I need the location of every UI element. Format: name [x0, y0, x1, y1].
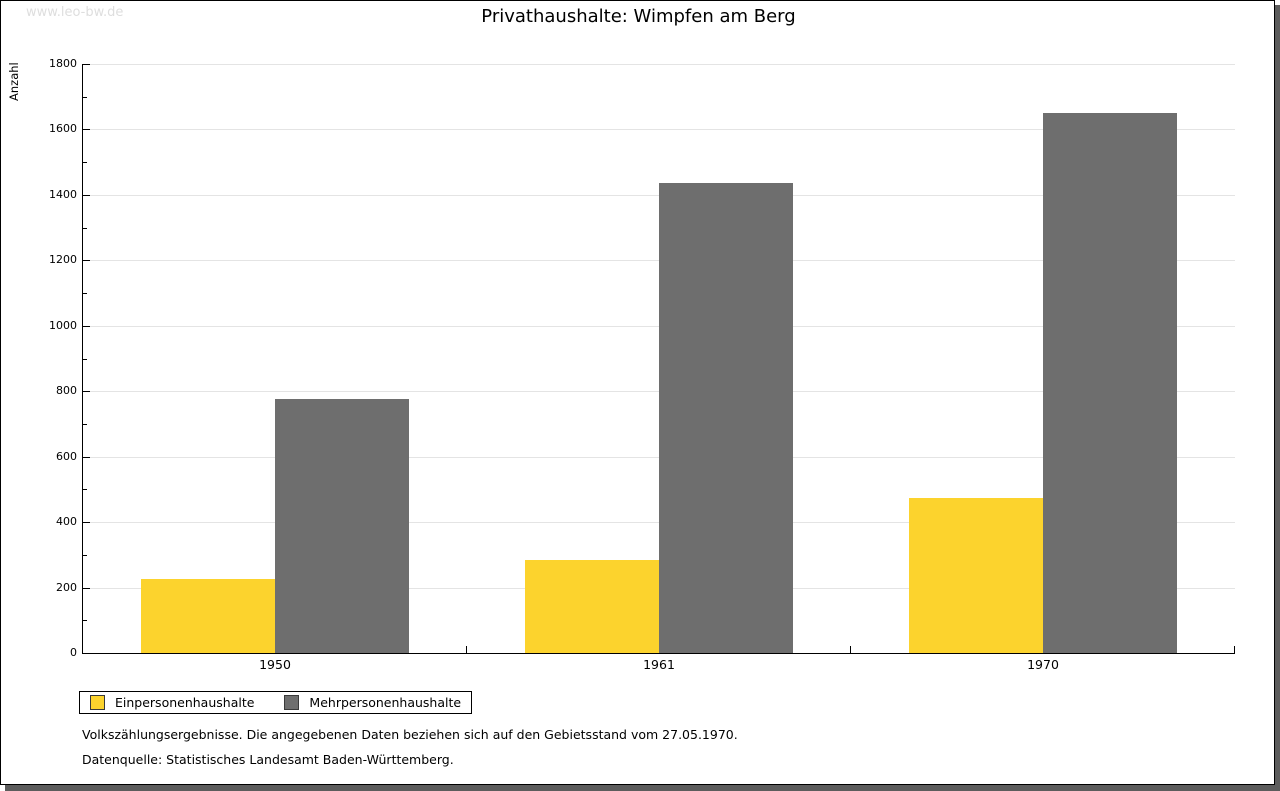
chart-title: Privathaushalte: Wimpfen am Berg [481, 6, 796, 27]
bar-einpersonenhaushalte-1970 [909, 497, 1043, 653]
y-tick-label-400: 400 [56, 515, 77, 529]
y-axis-label: Anzahl [7, 62, 21, 101]
legend: Einpersonenhaushalte Mehrpersonenhaushalt… [79, 691, 473, 714]
y-minor-tick-1700 [83, 96, 87, 98]
y-tick-label-1600: 1600 [49, 122, 77, 136]
y-minor-tick-1300 [83, 227, 87, 229]
y-tick-label-600: 600 [56, 449, 77, 463]
y-tick-1200 [83, 260, 90, 262]
bar-mehrpersonenhaushalte-1970 [1043, 113, 1177, 653]
y-minor-tick-500 [83, 489, 87, 491]
plot-area: 0 200 400 600 800 1000 1200 1400 1600 1800 1950 196… [49, 57, 1235, 672]
legend-item-einpersonenhaushalte: Einpersonenhaushalte [90, 695, 254, 710]
footnote-data-source: Datenquelle: Statistisches Landesamt Bad… [82, 752, 454, 767]
legend-item-mehrpersonenhaushalte: Mehrpersonenhaushalte [284, 695, 461, 710]
bar-einpersonenhaushalte-1950 [141, 579, 275, 653]
y-tick-label-1400: 1400 [49, 187, 77, 201]
drop-shadow-right [1275, 5, 1280, 791]
y-tick-label-200: 200 [56, 580, 77, 594]
bar-mehrpersonenhaushalte-1961 [659, 183, 793, 653]
x-tick-label-1961: 1961 [643, 657, 675, 672]
x-tick-label-1950: 1950 [259, 657, 291, 672]
y-minor-tick-700 [83, 423, 87, 425]
y-minor-tick-100 [83, 620, 87, 622]
y-tick-800 [83, 391, 90, 393]
gridline-y-1600 [83, 129, 1235, 131]
legend-swatch-mehrpersonenhaushalte [284, 695, 300, 710]
drop-shadow-bottom [5, 785, 1280, 791]
bar-mehrpersonenhaushalte-1950 [275, 399, 409, 653]
y-tick-200 [83, 587, 90, 589]
y-minor-tick-900 [83, 358, 87, 360]
x-tick-1 [466, 646, 467, 653]
y-minor-tick-1100 [83, 293, 87, 295]
gridline-y-1800 [83, 64, 1235, 65]
legend-label: Mehrpersonenhaushalte [309, 695, 462, 710]
y-tick-1600 [83, 129, 90, 131]
y-minor-tick-300 [83, 554, 87, 556]
x-tick-3 [1234, 646, 1235, 653]
y-tick-400 [83, 522, 90, 524]
y-tick-0 [83, 653, 90, 654]
y-tick-label-1200: 1200 [49, 253, 77, 267]
y-tick-1800 [83, 64, 90, 65]
y-tick-1400 [83, 194, 90, 196]
legend-swatch-einpersonenhaushalte [90, 695, 105, 710]
y-tick-label-1800: 1800 [49, 57, 77, 70]
watermark-text: www.leo-bw.de [26, 5, 124, 20]
y-tick-600 [83, 456, 90, 458]
y-tick-1000 [83, 325, 90, 327]
y-minor-tick-1500 [83, 162, 87, 164]
legend-label: Einpersonenhaushalte [115, 695, 255, 710]
bar-einpersonenhaushalte-1961 [525, 560, 659, 653]
x-tick-2 [850, 646, 851, 653]
y-tick-label-0: 0 [70, 646, 77, 659]
y-tick-label-1000: 1000 [49, 318, 77, 332]
y-tick-label-800: 800 [56, 384, 77, 398]
footnote-source-note: Volkszählungsergebnisse. Die angegebenen… [82, 727, 738, 742]
x-tick-label-1970: 1970 [1027, 657, 1059, 672]
